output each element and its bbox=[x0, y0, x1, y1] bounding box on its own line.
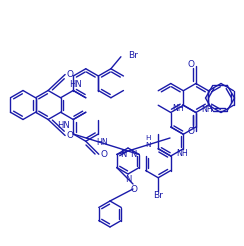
Text: H
N: H N bbox=[145, 135, 151, 148]
Text: O: O bbox=[100, 150, 107, 159]
Text: N: N bbox=[130, 150, 136, 159]
Text: O: O bbox=[67, 131, 74, 140]
Text: NH: NH bbox=[176, 149, 188, 158]
Text: O: O bbox=[67, 70, 74, 79]
Text: NH: NH bbox=[172, 104, 184, 113]
Text: O: O bbox=[187, 60, 194, 69]
Text: Br: Br bbox=[128, 51, 138, 60]
Text: Br: Br bbox=[153, 191, 163, 200]
Text: NH: NH bbox=[201, 105, 213, 114]
Text: O: O bbox=[131, 184, 138, 194]
Text: N: N bbox=[125, 174, 131, 184]
Text: HN: HN bbox=[69, 80, 81, 89]
Text: N: N bbox=[120, 150, 126, 159]
Text: O: O bbox=[187, 127, 194, 136]
Text: HN: HN bbox=[96, 138, 108, 147]
Text: HN: HN bbox=[57, 121, 70, 130]
